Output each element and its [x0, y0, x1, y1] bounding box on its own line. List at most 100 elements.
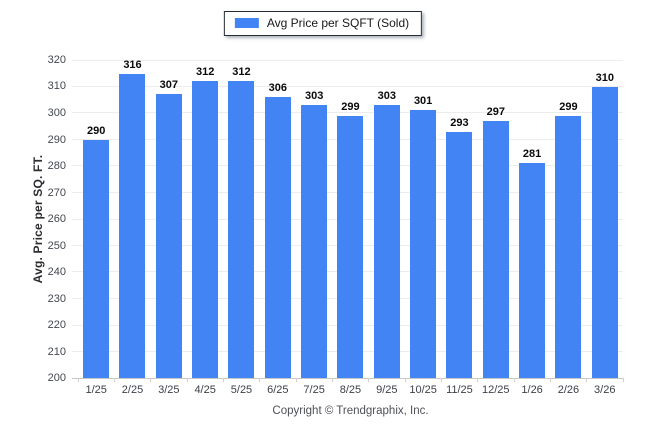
x-axis-tick: [331, 378, 333, 382]
bar: [410, 110, 437, 378]
x-axis-labels: 1/25 2/25 3/25 4/25 5/25 6/25 7/25 8/25 9/25 10/2…: [78, 384, 623, 396]
bar-slot: 303: [369, 60, 405, 378]
y-tick-label: 270: [47, 186, 66, 199]
x-tick-label: 4/25: [194, 384, 216, 396]
x-tick-label: 6/25: [267, 384, 289, 396]
x-axis-tick: [477, 378, 479, 382]
bar-slot: 299: [332, 60, 368, 378]
x-tick-label: 10/25: [409, 384, 437, 396]
y-tick-label: 210: [47, 345, 66, 358]
gridline: [72, 85, 623, 87]
bar: [446, 131, 473, 378]
x-axis-tick: [77, 378, 79, 382]
x-tick-label: 9/25: [376, 384, 398, 396]
y-tick-label: 280: [47, 159, 66, 172]
bar-value-label: 316: [123, 59, 142, 71]
copyright-text: Copyright © Trendgraphix, Inc.: [272, 405, 429, 417]
y-tick-label: 290: [47, 133, 66, 146]
bar-value-label: 306: [268, 82, 287, 95]
bar-slot: 297: [478, 60, 514, 378]
bar: [337, 115, 364, 378]
x-tick-label: 2/25: [121, 384, 144, 396]
x-axis-tick: [586, 378, 588, 382]
y-tick-label: 240: [47, 265, 66, 278]
x-axis-tick: [222, 378, 224, 382]
x-tick-label: 11/25: [446, 384, 473, 396]
x-tick-label: 1/25: [85, 384, 107, 396]
x-axis-tick: [150, 378, 152, 382]
bar: [482, 120, 509, 378]
bar-value-label: 281: [522, 148, 542, 161]
x-axis-tick: [513, 378, 515, 382]
bar-value-label: 307: [159, 79, 178, 92]
bar-slot: 290: [78, 60, 114, 378]
bar-value-label: 312: [195, 66, 215, 79]
bar-value-label: 297: [486, 105, 505, 118]
bar: [83, 139, 110, 378]
x-axis-tick: [549, 378, 551, 382]
bar-value-label: 301: [413, 95, 433, 108]
x-tick-label: 8/25: [339, 384, 362, 396]
y-tick-label: 320: [47, 54, 66, 66]
bar-slot: 306: [260, 60, 296, 378]
bar: [373, 105, 400, 378]
bar-value-label: 299: [559, 100, 578, 113]
x-tick-label: 2/26: [557, 384, 580, 396]
x-tick-label: 12/25: [482, 384, 510, 396]
bar-slot: 310: [587, 60, 623, 378]
bar-slot: 299: [550, 60, 586, 378]
x-axis-tick: [186, 378, 188, 382]
x-axis-tick: [404, 378, 406, 382]
bar-slot: 312: [223, 60, 259, 378]
x-axis-tick: [113, 378, 115, 382]
bar-value-label: 312: [232, 66, 251, 79]
x-axis-tick: [295, 378, 297, 382]
bar-slot: 303: [296, 60, 332, 378]
bar-slot: 293: [441, 60, 477, 378]
x-axis-tick: [622, 378, 624, 382]
bar: [192, 81, 219, 378]
x-tick-label: 1/26: [521, 384, 543, 396]
bar-value-label: 299: [341, 100, 360, 113]
bar-value-label: 303: [304, 90, 324, 103]
x-tick-label: 3/25: [158, 384, 180, 396]
plot-area: 290 316 307 312 312 306 303 299 303 301 293 297 281 2…: [72, 59, 624, 382]
bar-slot: 312: [187, 60, 223, 378]
y-tick-label: 300: [47, 106, 66, 119]
bar-value-label: 310: [595, 71, 614, 84]
bar-slot: 307: [151, 60, 187, 378]
y-tick-label: 230: [47, 292, 66, 305]
x-tick-label: 7/25: [303, 384, 325, 396]
bar: [119, 74, 146, 378]
x-axis-tick: [440, 378, 442, 382]
bar: [155, 94, 182, 378]
bar-value-label: 293: [450, 116, 469, 129]
gridline: [72, 112, 623, 114]
y-axis-labels: 320 310 300 290 280 270 260 250 240 230 220 210 200: [0, 55, 72, 384]
y-tick-label: 220: [47, 319, 66, 331]
chart-legend: Avg Price per SQFT (Sold): [223, 11, 423, 36]
bar: [591, 86, 618, 378]
bar: [301, 105, 328, 378]
legend-label: Avg Price per SQFT (Sold): [266, 16, 410, 30]
y-tick-label: 200: [47, 372, 66, 384]
bar: [519, 163, 546, 378]
bar: [228, 81, 255, 378]
x-axis-tick: [259, 378, 261, 382]
bar-value-label: 303: [377, 90, 396, 103]
y-tick-label: 310: [47, 80, 66, 93]
x-axis-baseline: [72, 377, 623, 379]
bar: [264, 97, 291, 378]
bar-slot: 316: [114, 60, 150, 378]
legend-swatch: [234, 18, 259, 28]
y-tick-label: 260: [47, 213, 66, 225]
y-tick-label: 250: [47, 239, 66, 252]
gridline: [72, 59, 623, 61]
bar: [555, 115, 582, 378]
x-tick-label: 3/26: [594, 384, 616, 396]
bars-layer: 290 316 307 312 312 306 303 299 303 301 293 297 281 2…: [78, 60, 623, 378]
bar-slot: 301: [405, 60, 441, 378]
x-axis-tick: [368, 378, 370, 382]
bar-value-label: 290: [86, 124, 106, 137]
